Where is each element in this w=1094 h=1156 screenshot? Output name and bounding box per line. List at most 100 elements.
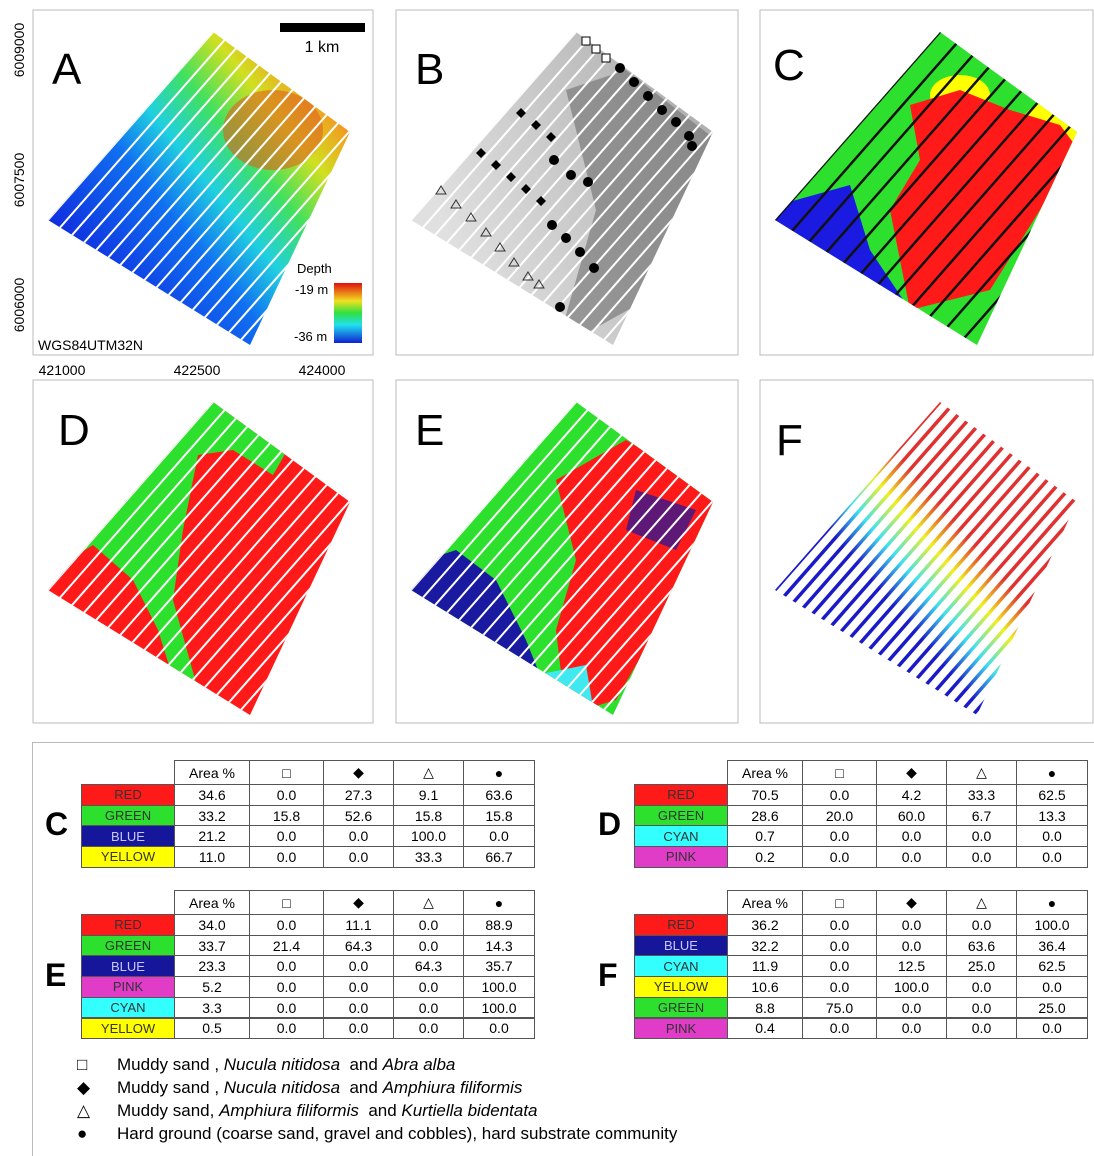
table-header: △ <box>946 890 1017 915</box>
table-cell: 70.5 <box>727 784 803 806</box>
track-line <box>643 405 1094 740</box>
table-cell: 33.3 <box>946 784 1017 806</box>
legend-item: ◆Muddy sand , Nucula nitidosa and Amphiu… <box>77 1078 522 1098</box>
table-header: □ <box>802 890 877 915</box>
table-cell: 0.0 <box>946 1018 1017 1040</box>
table-header: △ <box>393 760 464 785</box>
crs-label: WGS84UTM32N <box>38 337 143 353</box>
table-cell: 0.5 <box>174 1018 250 1040</box>
table-cell: 63.6 <box>946 935 1017 957</box>
legend-text: and <box>340 1055 383 1074</box>
table-cell: 0.0 <box>946 846 1017 868</box>
table-cell: 14.3 <box>463 935 535 957</box>
table-header: △ <box>946 760 1017 785</box>
table-cell: 0.0 <box>1016 825 1088 847</box>
table-cell: 0.0 <box>249 825 324 847</box>
table-cell: 35.7 <box>463 955 535 977</box>
table-cell: 62.5 <box>1016 955 1088 977</box>
class-name: PINK <box>634 1018 728 1040</box>
table-header: Area % <box>727 760 803 785</box>
table-cell: 25.0 <box>946 955 1017 977</box>
x-coord-label: 421000 <box>39 362 86 378</box>
legend-text: Hard ground (coarse sand, gravel and cob… <box>117 1124 677 1143</box>
table-cell: 21.2 <box>174 825 250 847</box>
table-cell: 0.0 <box>946 976 1017 998</box>
class-name: PINK <box>81 976 175 998</box>
table-cell: 15.8 <box>393 805 464 827</box>
table-cell: 100.0 <box>393 825 464 847</box>
table-cell: 0.0 <box>249 846 324 868</box>
class-name: CYAN <box>634 955 728 977</box>
table-cell: 100.0 <box>876 976 947 998</box>
table-cell: 0.0 <box>393 935 464 957</box>
table-cell: 5.2 <box>174 976 250 998</box>
table-label: C <box>45 806 68 843</box>
table-cell: 23.3 <box>174 955 250 977</box>
table-cell: 25.0 <box>1016 997 1088 1019</box>
x-coord-label: 422500 <box>174 362 221 378</box>
table-cell: 0.0 <box>876 846 947 868</box>
table-cell: 0.0 <box>802 976 877 998</box>
table-cell: 0.0 <box>876 914 947 936</box>
legend-text: Muddy sand, <box>117 1101 219 1120</box>
table-cell: 0.0 <box>946 914 1017 936</box>
legend-text: Abra alba <box>383 1055 456 1074</box>
depth-colorbar <box>334 283 362 343</box>
class-name: YELLOW <box>81 846 175 868</box>
legend-text: Nucula nitidosa <box>224 1055 340 1074</box>
class-name: BLUE <box>81 955 175 977</box>
panel-label: D <box>58 406 90 455</box>
table-cell: 0.0 <box>876 997 947 1019</box>
table-cell: 0.0 <box>802 955 877 977</box>
table-header: ● <box>463 890 535 915</box>
table-label: F <box>598 957 618 994</box>
table-cell: 0.0 <box>393 1018 464 1040</box>
table-cell: 66.7 <box>463 846 535 868</box>
table-label: E <box>45 957 66 994</box>
legend-text: and <box>340 1078 383 1097</box>
class-name: RED <box>81 914 175 936</box>
table-cell: 4.2 <box>876 784 947 806</box>
table-cell: 34.0 <box>174 914 250 936</box>
table-cell: 0.0 <box>323 825 394 847</box>
legend-text: Amphiura filiformis <box>219 1101 359 1120</box>
depth-max: -19 m <box>295 282 328 297</box>
table-cell: 15.8 <box>463 805 535 827</box>
scale-bar-label: 1 km <box>305 39 340 56</box>
panel-label: E <box>415 406 444 455</box>
class-name: CYAN <box>634 825 728 847</box>
table-area: Area %□◆△●RED34.60.027.39.163.6GREEN33.2… <box>32 742 1094 1156</box>
table-cell: 100.0 <box>1016 914 1088 936</box>
y-coord-label: 6006000 <box>11 278 27 333</box>
table-cell: 0.0 <box>802 1018 877 1040</box>
table-cell: 3.3 <box>174 997 250 1019</box>
table-cell: 28.6 <box>727 805 803 827</box>
table-cell: 88.9 <box>463 914 535 936</box>
table-cell: 0.0 <box>323 1018 394 1040</box>
table-cell: 33.7 <box>174 935 250 957</box>
table-cell: 0.0 <box>323 846 394 868</box>
table-cell: 100.0 <box>463 976 535 998</box>
table-cell: 13.3 <box>1016 805 1088 827</box>
class-name: RED <box>634 914 728 936</box>
track-line <box>627 391 1094 740</box>
legend-symbol: ● <box>77 1124 117 1144</box>
table-cell: 62.5 <box>1016 784 1088 806</box>
table-cell: 0.0 <box>463 825 535 847</box>
table-cell: 0.0 <box>249 784 324 806</box>
legend-text: Muddy sand , <box>117 1078 224 1097</box>
table-cell: 8.8 <box>727 997 803 1019</box>
table-header: ● <box>1016 760 1088 785</box>
table-cell: 11.1 <box>323 914 394 936</box>
class-name: GREEN <box>634 805 728 827</box>
x-coord-label: 424000 <box>299 362 346 378</box>
table-cell: 0.0 <box>323 997 394 1019</box>
panel-label: F <box>776 416 803 465</box>
table-cell: 27.3 <box>323 784 394 806</box>
legend-symbol: △ <box>77 1101 117 1121</box>
legend-symbol: □ <box>77 1055 117 1075</box>
table-cell: 9.1 <box>393 784 464 806</box>
table-cell: 0.0 <box>249 997 324 1019</box>
table-cell: 0.0 <box>876 935 947 957</box>
table-cell: 33.3 <box>393 846 464 868</box>
